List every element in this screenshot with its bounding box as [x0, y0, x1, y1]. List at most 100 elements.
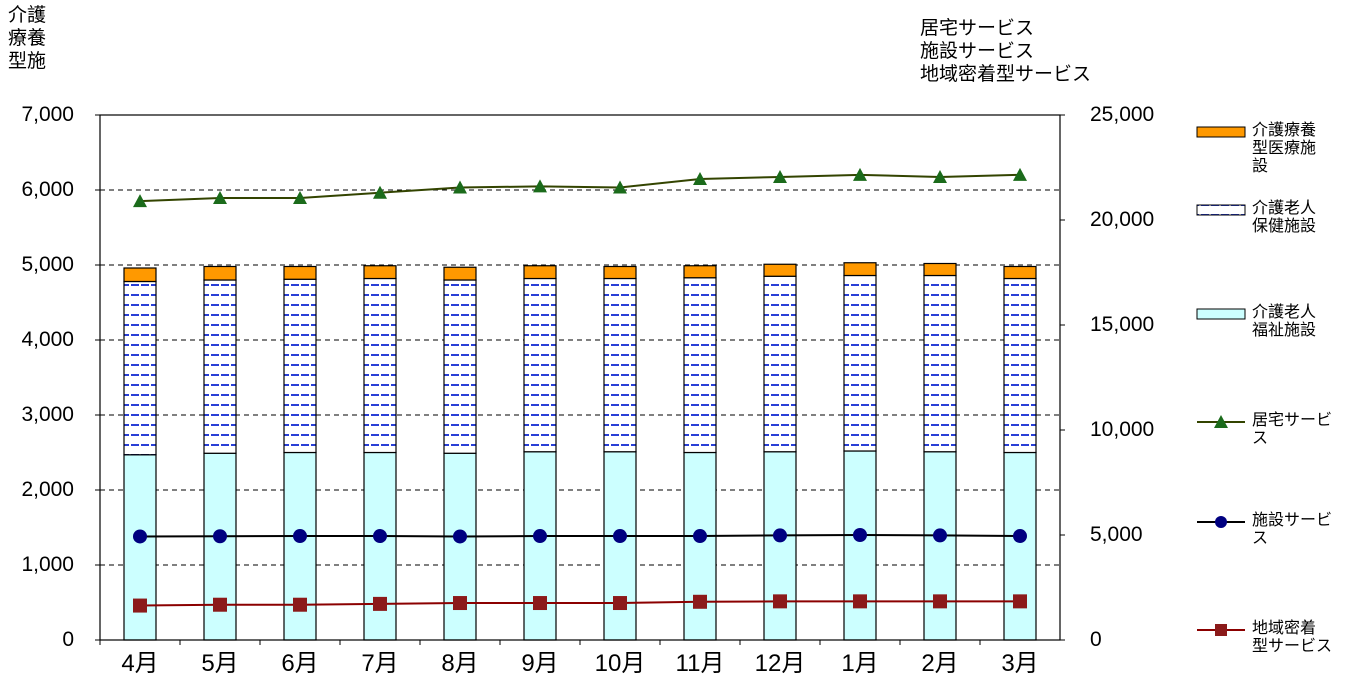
right-axis-tick-label: 25,000 [1090, 103, 1155, 126]
bar-segment [363, 265, 397, 280]
bar-segment [763, 275, 797, 453]
data-point-circle [373, 529, 387, 544]
legend-label: 居宅サービ ス [1252, 412, 1333, 447]
data-point-square [853, 594, 867, 609]
bar-segment [1003, 265, 1037, 280]
bar-segment [523, 451, 557, 641]
left-axis-tick-label: 7,000 [21, 103, 74, 126]
bar-segment [683, 265, 717, 279]
legend-marker [1215, 624, 1227, 636]
data-point-square [1013, 594, 1027, 609]
bar-segment [443, 279, 477, 454]
right-axis-tick-label: 15,000 [1090, 313, 1155, 336]
bar-segment [443, 452, 477, 641]
data-point-triangle [933, 169, 947, 183]
bar-segment [923, 274, 957, 453]
right-axis-title: 居宅サービス 施設サービス 地域密着型サービス [920, 18, 1092, 85]
legend-marker [1215, 516, 1227, 528]
data-point-circle [293, 529, 307, 544]
legend-swatch [1196, 308, 1246, 320]
left-axis-tick-label: 6,000 [21, 178, 74, 201]
x-axis-tick-label: 3月 [1001, 650, 1039, 677]
data-point-square [213, 597, 227, 612]
bar-segment [283, 278, 317, 454]
x-axis-tick-label: 4月 [121, 650, 159, 677]
bar-segment [363, 277, 397, 454]
data-point-circle [533, 529, 547, 544]
data-point-square [613, 596, 627, 611]
bar-segment [283, 451, 317, 641]
right-axis-tick-label: 5,000 [1090, 523, 1143, 546]
x-axis-tick-label: 1月 [841, 650, 879, 677]
bar-segment [923, 262, 957, 277]
data-point-square [533, 596, 547, 611]
series-line [139, 600, 1020, 607]
x-axis-tick-label: 8月 [441, 650, 479, 677]
data-point-square [933, 594, 947, 609]
bar-segment [683, 451, 717, 641]
data-point-square [293, 597, 307, 612]
data-point-triangle [1013, 167, 1027, 181]
bar-segment [843, 450, 877, 641]
data-point-circle [693, 529, 707, 544]
line-series-group [133, 167, 1027, 613]
x-axis-tick-label: 10月 [594, 650, 646, 677]
data-point-triangle [373, 185, 387, 199]
legend-label: 地域密着 型サービス [1252, 620, 1333, 655]
data-point-circle [613, 529, 627, 544]
bar-segment [603, 265, 637, 280]
legend-swatch [1196, 204, 1246, 216]
data-point-triangle [213, 190, 227, 204]
data-point-circle [453, 529, 467, 544]
data-point-square [693, 594, 707, 609]
bar-segment [203, 265, 237, 281]
data-point-circle [773, 528, 787, 543]
bar-segment [843, 274, 877, 452]
bar-segment [843, 262, 877, 277]
bar-segment [203, 279, 237, 454]
bar-segment [283, 265, 317, 280]
data-point-circle [933, 528, 947, 543]
data-point-triangle [133, 194, 147, 208]
legend-label: 介護老人 保健施設 [1252, 200, 1317, 235]
x-axis-tick-label: 7月 [361, 650, 399, 677]
data-point-triangle [773, 169, 787, 183]
data-point-triangle [693, 172, 707, 186]
data-point-triangle [853, 167, 867, 181]
bar-segment [1003, 277, 1037, 454]
legend-marker [1214, 415, 1228, 428]
data-point-square [773, 594, 787, 609]
legend-label: 施設サービ ス [1252, 512, 1333, 547]
data-point-square [373, 596, 387, 611]
left-axis-tick-label: 3,000 [21, 403, 74, 426]
x-axis-tick-label: 9月 [521, 650, 559, 677]
bar-segment [923, 451, 957, 641]
right-axis-tick-label: 20,000 [1090, 208, 1155, 231]
data-point-triangle [613, 180, 627, 194]
bar-segment [603, 277, 637, 453]
plot-area-frame [99, 114, 1061, 641]
right-axis-tick-label: 10,000 [1090, 418, 1155, 441]
bar-segment [363, 451, 397, 641]
data-point-circle [213, 529, 227, 544]
x-axis-tick-label: 5月 [201, 650, 239, 677]
x-axis-tick-label: 2月 [921, 650, 959, 677]
data-point-triangle [453, 180, 467, 194]
legend [1196, 126, 1246, 636]
bar-series-group [123, 262, 1037, 641]
data-point-circle [853, 528, 867, 542]
series-line [139, 533, 1021, 538]
left-axis-tick-label: 1,000 [21, 553, 74, 576]
bar-segment [123, 267, 157, 283]
grid-lines [100, 189, 1060, 566]
data-point-square [453, 596, 467, 611]
data-point-triangle [293, 190, 307, 204]
legend-label: 介護老人 福祉施設 [1252, 304, 1317, 339]
bar-segment [523, 265, 557, 280]
bar-segment [203, 452, 237, 641]
left-axis-tick-label: 5,000 [21, 253, 74, 276]
x-axis-tick-label: 12月 [754, 650, 806, 677]
legend-label: 介護療養 型医療施 設 [1252, 122, 1317, 175]
left-axis-tick-label: 4,000 [21, 328, 74, 351]
x-axis-tick-label: 6月 [281, 650, 319, 677]
